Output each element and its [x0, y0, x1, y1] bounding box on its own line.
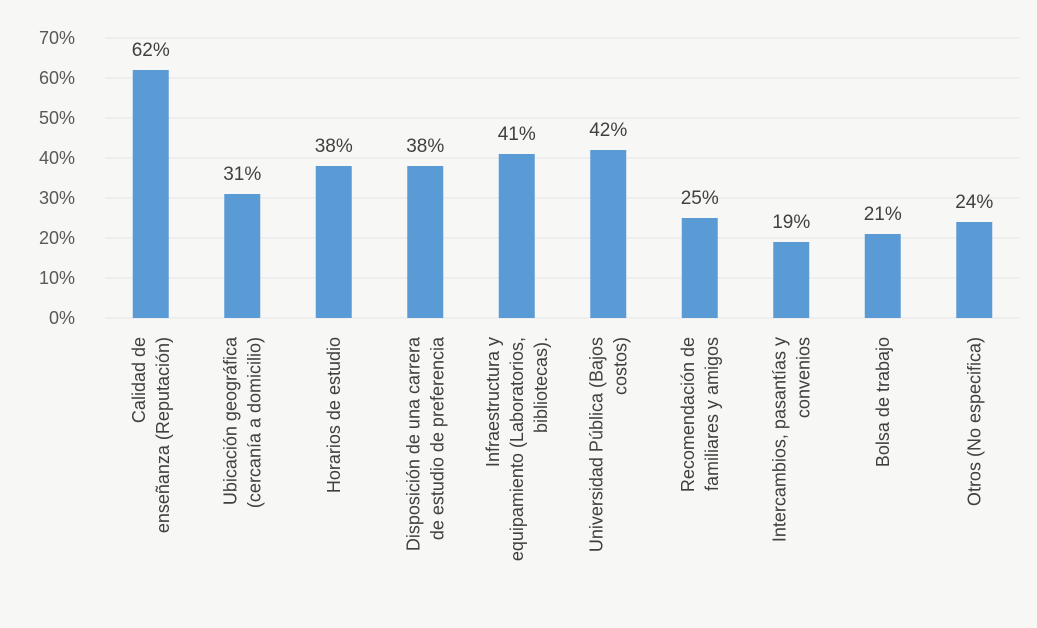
- x-category-label-line: Calidad de: [129, 337, 149, 423]
- x-category-label: Calidad de enseñanza (Reputación): [129, 337, 173, 533]
- data-labels: 62% 31% 38% 38% 41% 42% 25% 19% 21% 24%: [132, 40, 994, 233]
- data-label: 42%: [589, 120, 627, 141]
- bar: [407, 166, 444, 318]
- bar: [132, 70, 169, 318]
- data-label: 38%: [406, 136, 444, 157]
- x-category-label-line: Disposición de una carrera: [403, 336, 423, 551]
- x-category-label-line: Universidad Pública (Bajos: [586, 337, 606, 552]
- x-category-label-line: equipamiento (Laboratorios,: [507, 337, 527, 561]
- bar: [681, 218, 718, 318]
- y-tick-label: 60%: [39, 68, 75, 88]
- x-axis-labels: Calidad de enseñanza (Reputación) Ubicació…: [129, 336, 985, 561]
- x-category-label-line: Bolsa de trabajo: [873, 337, 893, 467]
- y-tick-label: 0%: [49, 308, 75, 328]
- x-category-label-line: bibliotecas).: [531, 337, 551, 433]
- x-category-label: Intercambios, pasantías y convenios: [769, 337, 813, 542]
- x-category-label: Otros (No especifica): [964, 337, 984, 506]
- data-label: 31%: [223, 164, 261, 185]
- data-label: 21%: [864, 204, 902, 225]
- data-label: 24%: [955, 192, 993, 213]
- data-label: 19%: [772, 212, 810, 233]
- bar: [498, 154, 535, 318]
- x-category-label-line: Otros (No especifica): [964, 337, 984, 506]
- x-category-label: Universidad Pública (Bajos costos): [586, 337, 630, 552]
- bar: [773, 242, 810, 318]
- data-label: 41%: [498, 124, 536, 145]
- x-category-label: Infraestructura y equipamiento (Laborator…: [483, 337, 551, 561]
- bar: [956, 222, 993, 318]
- data-label: 25%: [681, 188, 719, 209]
- bar: [864, 234, 901, 318]
- x-category-label-line: Horarios de estudio: [324, 337, 344, 493]
- x-category-label-line: convenios: [793, 337, 813, 418]
- bars: [132, 70, 993, 318]
- x-category-label-line: (cercanía a domicilio): [244, 337, 264, 508]
- x-category-label-line: costos): [610, 337, 630, 395]
- x-category-label: Disposición de una carrera de estudio de …: [403, 336, 447, 551]
- x-category-label-line: enseñanza (Reputación): [153, 337, 173, 533]
- x-category-label-line: Infraestructura y: [483, 337, 503, 467]
- x-category-label-line: familiares y amigos: [702, 337, 722, 491]
- y-tick-label: 20%: [39, 228, 75, 248]
- x-category-label-line: Recomendación de: [678, 337, 698, 492]
- x-category-label: Bolsa de trabajo: [873, 337, 893, 467]
- y-tick-label: 30%: [39, 188, 75, 208]
- data-label: 38%: [315, 136, 353, 157]
- data-label: 62%: [132, 40, 170, 61]
- x-category-label-line: de estudio de preferencia: [427, 336, 447, 540]
- bar: [224, 194, 261, 318]
- x-category-label: Recomendación de familiares y amigos: [678, 337, 722, 492]
- x-category-label: Ubicación geográfica (cercanía a domicili…: [220, 336, 264, 508]
- x-category-label-line: Ubicación geográfica: [220, 336, 240, 505]
- bar: [315, 166, 352, 318]
- y-tick-label: 70%: [39, 28, 75, 48]
- y-tick-label: 10%: [39, 268, 75, 288]
- y-tick-label: 40%: [39, 148, 75, 168]
- x-category-label-line: Intercambios, pasantías y: [769, 337, 789, 542]
- y-tick-label: 50%: [39, 108, 75, 128]
- y-axis-ticks: 0% 10% 20% 30% 40% 50% 60% 70%: [39, 28, 75, 328]
- bar: [590, 150, 627, 318]
- x-category-label: Horarios de estudio: [324, 337, 344, 493]
